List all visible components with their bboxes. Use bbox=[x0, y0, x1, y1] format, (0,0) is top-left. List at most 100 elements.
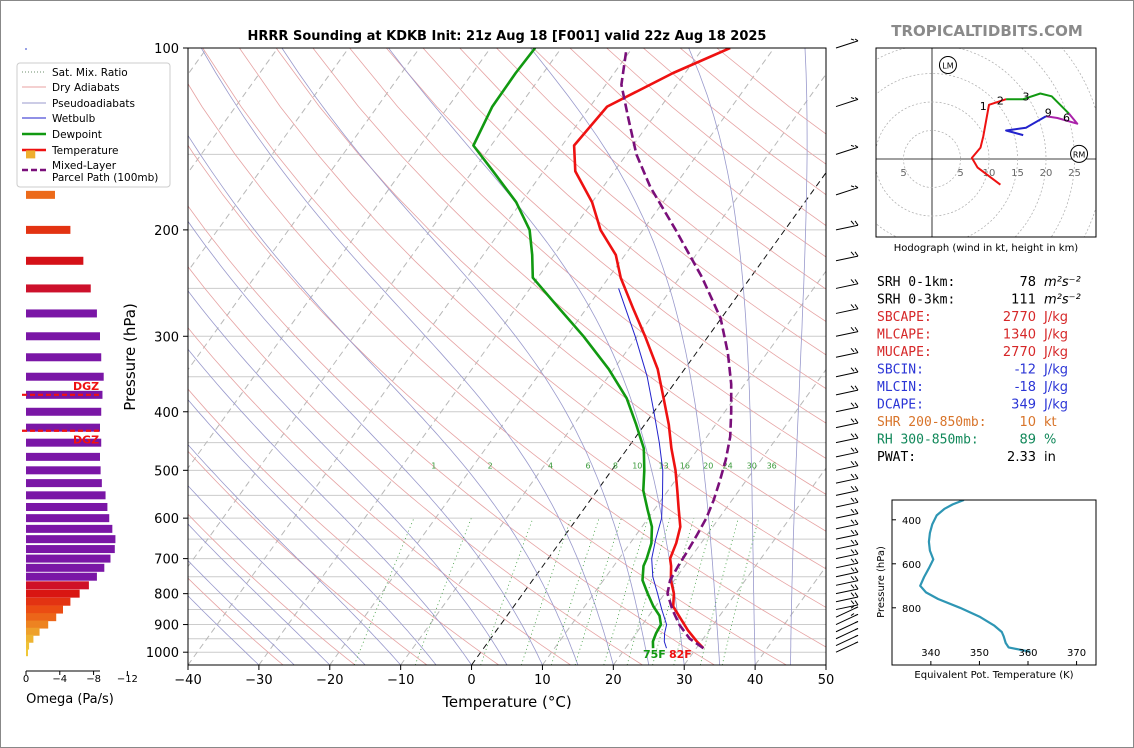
wind-barb bbox=[835, 38, 859, 49]
ytick-label: 800 bbox=[154, 588, 179, 603]
storm-motion-label: RM bbox=[1073, 150, 1086, 159]
hodograph-height-label: 2 bbox=[997, 94, 1004, 107]
wind-barb-staff bbox=[835, 40, 859, 49]
wind-barb-flag bbox=[850, 251, 855, 256]
wind-barb-staff bbox=[835, 352, 859, 358]
mixing-ratio-label: 4 bbox=[548, 461, 553, 470]
pseudoadiabat bbox=[188, 220, 543, 665]
watermark: TROPICALTIDBITS.COM bbox=[891, 22, 1083, 40]
hodograph-ring bbox=[876, 101, 990, 217]
wind-barb-flag bbox=[850, 304, 855, 309]
omega-xtick-label: 0 bbox=[23, 674, 29, 685]
wind-barb-staff bbox=[835, 331, 859, 337]
wind-barb bbox=[835, 486, 859, 496]
wind-barb-flag bbox=[854, 592, 859, 598]
wind-barb bbox=[835, 613, 859, 626]
isotherm-line bbox=[542, 270, 826, 665]
wind-barb-flag bbox=[854, 508, 859, 514]
thetae-xtick-label: 340 bbox=[921, 648, 940, 659]
hodograph-frame bbox=[875, 47, 1097, 238]
wind-barb-flag bbox=[850, 605, 855, 609]
wind-barb bbox=[835, 529, 859, 540]
dry-adiabat bbox=[188, 450, 428, 665]
wind-barb-flag bbox=[854, 461, 859, 466]
ytick-label: 300 bbox=[154, 330, 179, 345]
isotherm-line bbox=[188, 48, 420, 371]
wind-barb bbox=[835, 567, 859, 578]
storm-motion-label: LM bbox=[942, 61, 953, 70]
wind-barb-flag bbox=[850, 185, 855, 188]
dry-adiabat bbox=[188, 327, 571, 665]
legend-satmix: Sat. Mix. Ratio bbox=[52, 67, 128, 79]
wind-barb-staff bbox=[835, 571, 859, 578]
xtick-label: 40 bbox=[747, 673, 764, 688]
wind-barb-flag bbox=[850, 567, 855, 572]
wind-barb bbox=[835, 584, 859, 595]
pseudoadiabat bbox=[188, 290, 508, 665]
isotherm-line bbox=[188, 48, 562, 568]
legend-wetbulb: Wetbulb bbox=[52, 113, 96, 125]
mixing-ratio-line bbox=[521, 518, 572, 665]
wind-barb-flag bbox=[854, 576, 859, 581]
wind-barb bbox=[835, 220, 859, 231]
isotherm-line bbox=[188, 48, 633, 665]
xtick-label: −20 bbox=[316, 673, 343, 688]
hodograph-height-label: 9 bbox=[1045, 106, 1052, 119]
omega-bar bbox=[26, 150, 36, 159]
dry-adiabat bbox=[422, 48, 826, 390]
legend-parcel: Mixed-Layer Parcel Path (100mb) bbox=[52, 160, 158, 184]
pseudoadiabat bbox=[188, 134, 579, 665]
hodograph-tick-label: 5 bbox=[900, 168, 906, 179]
ytick-label: 900 bbox=[154, 619, 179, 634]
legend-box bbox=[16, 62, 171, 188]
omega-bar bbox=[26, 479, 102, 488]
series-mixedlayer bbox=[620, 48, 733, 650]
wind-barb-flag bbox=[850, 367, 855, 372]
mixing-ratio-label: 20 bbox=[703, 461, 713, 470]
wind-barb bbox=[835, 97, 859, 108]
stat-label: RH 300-850mb: bbox=[877, 433, 979, 448]
stat-unit: m²s⁻² bbox=[1044, 275, 1081, 290]
mixing-ratio-line bbox=[480, 518, 534, 665]
wind-barb-flag bbox=[854, 279, 859, 285]
wind-barb-flag bbox=[850, 38, 855, 41]
wind-barb-staff bbox=[835, 628, 859, 640]
xtick-label: 0 bbox=[467, 673, 475, 688]
stat-value: -12 bbox=[1015, 363, 1036, 378]
stat-label: SHR 200-850mb: bbox=[877, 415, 987, 430]
thetae-ytick-label: 800 bbox=[902, 604, 921, 615]
dry-adiabat bbox=[496, 48, 826, 323]
omega-bar bbox=[26, 563, 105, 572]
stat-unit: J/kg bbox=[1043, 363, 1068, 378]
wind-barb bbox=[835, 447, 859, 458]
ytick-label: 200 bbox=[154, 224, 179, 239]
hodograph-segment bbox=[1005, 115, 1047, 137]
ytick-label: 400 bbox=[154, 406, 179, 421]
wind-barb bbox=[835, 497, 859, 508]
skewt-background-lines: 1 2 4 6 8 10 13 16 20 24 30 36 bbox=[188, 48, 826, 665]
mixing-ratio-line bbox=[414, 518, 472, 665]
wind-barb-staff bbox=[835, 451, 859, 458]
wind-barb bbox=[835, 433, 859, 444]
stat-value: 1340 bbox=[1003, 328, 1036, 343]
wind-barb-flag bbox=[850, 519, 855, 524]
hodograph-tick-label: 20 bbox=[1040, 168, 1053, 179]
wind-barb-staff bbox=[835, 422, 859, 429]
omega-bar bbox=[26, 452, 100, 461]
thetae-ylabel: Pressure (hPa) bbox=[876, 546, 887, 618]
wind-barb-flag bbox=[850, 508, 855, 514]
wind-barb-staff bbox=[835, 613, 859, 626]
series-dewpoint bbox=[472, 48, 663, 649]
series-temperature bbox=[572, 48, 731, 650]
wind-barb-flag bbox=[854, 473, 859, 479]
wind-barb bbox=[835, 641, 859, 653]
stat-label: DCAPE: bbox=[877, 398, 924, 413]
xtick-label: −40 bbox=[174, 673, 201, 688]
wind-barb-flag bbox=[854, 347, 859, 353]
legend: Sat. Mix. Ratio Dry Adiabats Pseudoadiab… bbox=[16, 62, 171, 188]
dry-adiabat bbox=[385, 48, 826, 424]
legend-parcel-line: Mixed-Layer bbox=[52, 160, 117, 172]
wind-barb bbox=[835, 575, 859, 586]
wind-barb bbox=[835, 144, 859, 155]
thetae-axes: 340 350 360 370 400 600 800 bbox=[892, 516, 1086, 665]
